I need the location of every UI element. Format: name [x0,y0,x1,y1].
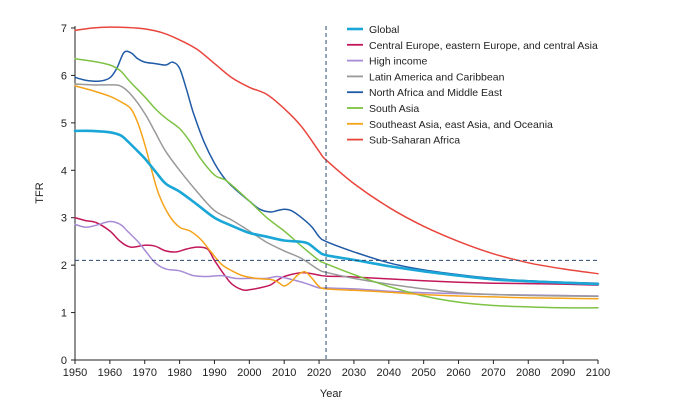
legend-label: Latin America and Caribbean [369,71,505,83]
legend-label: South Asia [369,103,419,115]
x-tick-label: 1990 [202,367,226,379]
x-tick-label: 2010 [272,367,296,379]
y-tick-label: 2 [61,260,67,272]
y-tick-label: 7 [61,23,67,35]
x-tick-label: 2000 [237,367,261,379]
x-tick-label: 1960 [98,367,122,379]
x-tick-label: 2030 [342,367,366,379]
y-tick-label: 1 [61,308,67,320]
y-tick-label: 6 [61,70,67,82]
series-line-south-asia [74,58,599,309]
series-line-sub-saharan-africa [74,26,599,275]
axes [74,26,598,361]
x-tick-label: 1970 [132,367,156,379]
y-tick-labels: 0 1 2 3 4 5 6 7 [61,23,75,367]
x-tick-label: 2040 [377,367,401,379]
x-tick-label: 2070 [481,367,505,379]
x-tick-label: 2020 [307,367,331,379]
series-line-central-europe-eastern-europe-and-central-asia [74,216,599,292]
legend-label: Global [369,24,399,36]
y-axis-label: TFR [34,182,46,203]
x-tick-labels: 1950 1960 1970 1980 1990 2000 2010 2020 2030 2040… [63,360,610,379]
x-tick-label: 2050 [411,367,435,379]
series-line-latin-america-and-caribbean [74,83,599,298]
x-tick-label: 2090 [551,367,575,379]
series-lines [73,26,600,309]
reference-lines [75,26,598,360]
series-line-southeast-asia-east-asia-and-oceania [74,85,599,300]
legend: Global Central Europe, eastern Europe, an… [347,24,598,147]
x-tick-label: 1980 [167,367,191,379]
x-tick-label: 2100 [586,367,610,379]
x-tick-label: 2080 [516,367,540,379]
y-tick-label: 0 [61,355,67,367]
series-line-global [73,129,600,286]
y-tick-label: 4 [61,165,67,177]
x-tick-label: 2060 [446,367,470,379]
series-line-high-income [74,220,599,297]
y-tick-label: 5 [61,118,67,130]
series-line-north-africa-and-middle-east [74,50,599,284]
x-axis-label: Year [320,388,343,400]
legend-label: Southeast Asia, east Asia, and Oceania [369,119,553,131]
legend-label: Sub-Saharan Africa [369,135,460,147]
legend-label: North Africa and Middle East [369,87,502,99]
legend-label: Central Europe, eastern Europe, and cent… [369,40,598,52]
y-tick-label: 3 [61,213,67,225]
x-tick-label: 1950 [63,367,87,379]
legend-label: High income [369,56,428,68]
